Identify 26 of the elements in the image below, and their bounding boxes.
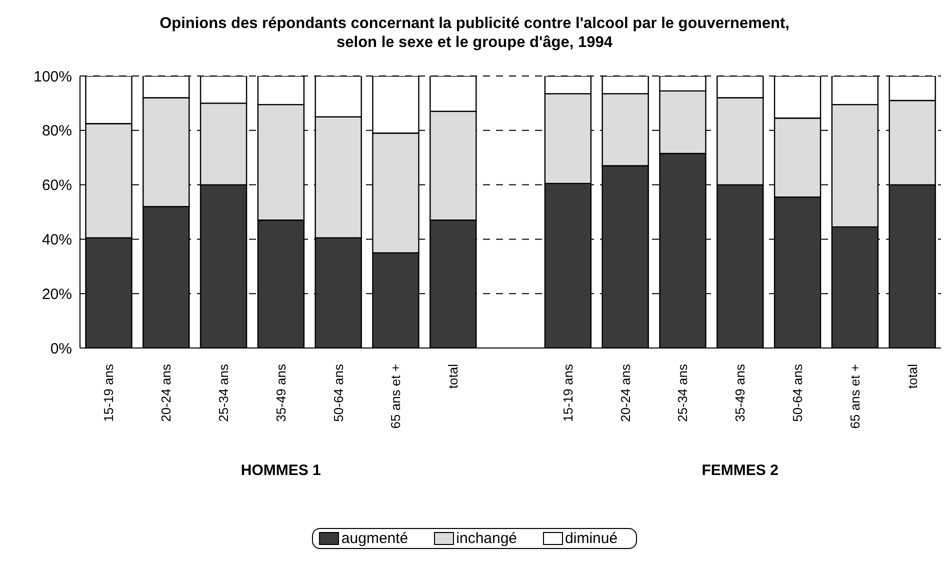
x-tick-label: 20-24 ans <box>618 364 633 422</box>
x-tick-label: 25-34 ans <box>675 364 690 422</box>
chart-title: Opinions des répondants concernant la publicité contre l'alcool par le gouvernement, selon le sexe et le groupe d'âge, 1994 <box>158 14 790 53</box>
x-tick-label: 20-24 ans <box>158 364 174 422</box>
x-tick-label: 65 ans et + <box>388 364 404 429</box>
x-tick-label: 15-19 ans <box>101 364 116 422</box>
y-tick-label: 0% <box>50 340 72 358</box>
text: HOMMES 1 <box>240 462 322 479</box>
x-tick-label: 25-34 ans <box>216 364 231 422</box>
legend-label: augmenté <box>340 530 408 547</box>
x-tick-label: 50-64 ans <box>790 364 805 422</box>
x-tick-label: 65 ans et + <box>847 364 862 429</box>
x-tick-label: total <box>904 364 920 389</box>
y-tick-label: 20% <box>42 286 72 303</box>
legend-label: inchangé <box>455 530 518 547</box>
y-tick-label: 40% <box>42 232 72 249</box>
x-tick-label: total <box>446 364 461 389</box>
x-tick-label: 35-49 ans <box>732 364 748 422</box>
y-tick-label: 80% <box>42 122 72 140</box>
x-tick-label: 50-64 ans <box>330 364 346 422</box>
x-tick-label: 15-19 ans <box>560 364 576 422</box>
y-tick-label: 100% <box>34 68 72 86</box>
text: FEMMES 2 <box>700 462 780 479</box>
y-tick-label: 60% <box>42 177 72 194</box>
legend-label: diminué <box>564 530 618 547</box>
x-tick-label: 35-49 ans <box>273 364 288 422</box>
